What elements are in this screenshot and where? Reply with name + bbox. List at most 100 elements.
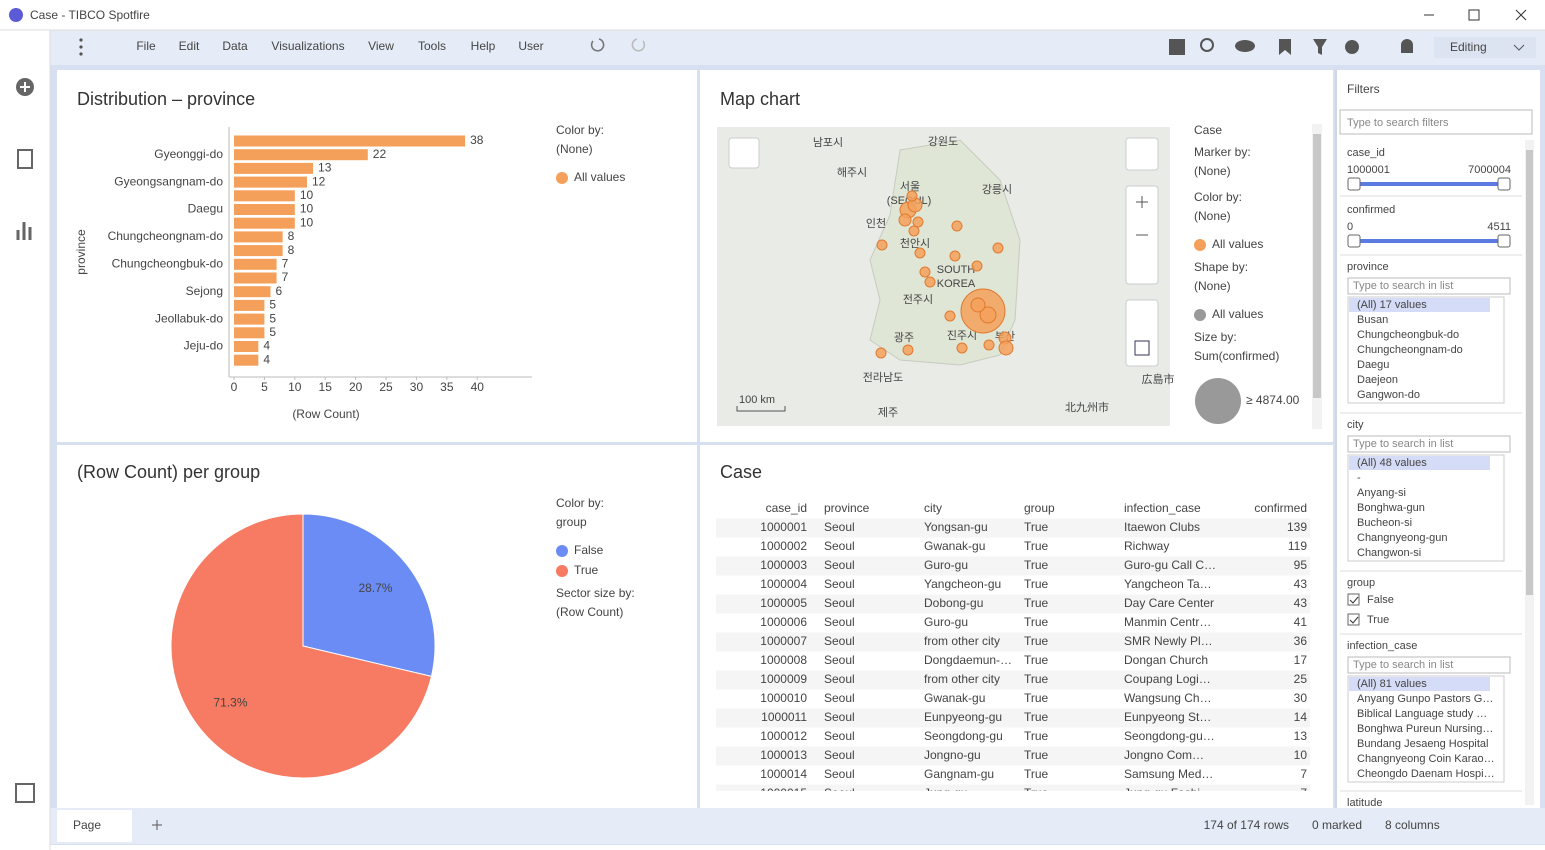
toolbar (50, 30, 1545, 65)
filter-name: case_id (1347, 147, 1385, 159)
range-handle[interactable] (1497, 234, 1511, 248)
list-item[interactable]: Bonghwa-gun (1357, 502, 1425, 514)
table-cell: 10 (1294, 748, 1308, 762)
list-item[interactable]: (All) 81 values (1357, 678, 1427, 690)
data-icon[interactable] (17, 149, 33, 169)
viz-icon[interactable] (16, 222, 32, 240)
checkbox[interactable] (1347, 613, 1360, 626)
filter-search[interactable] (1339, 109, 1533, 135)
scrollbar-thumb[interactable] (1313, 134, 1321, 398)
list-search[interactable] (1347, 656, 1511, 674)
layout-icon[interactable] (1169, 39, 1185, 55)
list-item[interactable]: Chungcheongnam-do (1357, 344, 1463, 356)
list-item[interactable]: Busan (1357, 314, 1388, 326)
search-icon[interactable] (1200, 38, 1214, 52)
list-item[interactable]: Changwon-si (1357, 547, 1421, 559)
menu-item: User (518, 39, 543, 53)
data-label: 4 (263, 339, 270, 353)
row-stripe (716, 746, 1310, 766)
map-marker (902, 344, 914, 356)
page-tab[interactable] (57, 810, 132, 842)
list-item[interactable]: Daegu (1357, 359, 1389, 371)
page-tab-label: Page (73, 818, 101, 832)
checkmark (1349, 616, 1359, 624)
status-rows: 174 of 174 rows (1204, 818, 1289, 832)
filters-scroll-thumb[interactable] (1526, 150, 1533, 595)
mode-dropdown[interactable] (1434, 37, 1536, 58)
bar (234, 272, 277, 284)
notifications-icon[interactable] (1401, 39, 1413, 53)
list-item[interactable]: Anyang Gunpo Pastors G… (1357, 693, 1493, 705)
map-tools[interactable] (1125, 299, 1159, 367)
list-item[interactable]: (All) 17 values (1357, 299, 1427, 311)
bookmark-icon[interactable] (1279, 39, 1291, 55)
list-item[interactable]: Cheongdo Daenam Hospi… (1357, 768, 1495, 780)
filter-name: province (1347, 261, 1389, 273)
list-item[interactable]: Bundang Jesaeng Hospital (1357, 738, 1488, 750)
flow-icon[interactable] (15, 783, 35, 803)
table-cell: 1000001 (760, 520, 807, 534)
table-cell: 17 (1294, 653, 1308, 667)
list-item[interactable]: Chungcheongbuk-do (1357, 329, 1459, 341)
redo-button[interactable] (631, 38, 646, 52)
table-cell: Guro-gu (924, 558, 968, 572)
list-item[interactable]: - (1357, 472, 1361, 484)
comments-icon[interactable] (1235, 40, 1255, 52)
table-cell: 7 (1300, 767, 1307, 781)
menu-dot[interactable] (79, 38, 83, 42)
table-cell: Guro-gu (924, 615, 968, 629)
add-page[interactable] (152, 820, 162, 830)
close-button[interactable] (1515, 9, 1527, 21)
table-cell: Jung-gu Fashi… (1124, 786, 1212, 800)
map-marker (876, 239, 888, 251)
range-handle[interactable] (1347, 234, 1361, 248)
legend-item: True (574, 563, 599, 577)
undo-button[interactable] (590, 38, 605, 52)
map-marker (875, 347, 887, 359)
filter-name: infection_case (1347, 640, 1417, 652)
table-cell: True (1024, 539, 1049, 553)
table-cell: True (1024, 786, 1049, 800)
list-item[interactable]: (All) 48 values (1357, 457, 1427, 469)
range-handle[interactable] (1347, 177, 1361, 191)
mode-label: Editing (1450, 40, 1487, 54)
data-label: 5 (269, 298, 276, 312)
map-layers-button[interactable] (728, 137, 760, 169)
filter-icon[interactable] (1313, 39, 1327, 55)
table-cell: 25 (1294, 672, 1308, 686)
map-scale-bar (736, 406, 786, 412)
maximize-button[interactable] (1468, 9, 1480, 21)
list-item[interactable]: Bucheon-si (1357, 517, 1412, 529)
settings-icon[interactable] (1345, 40, 1359, 54)
list-search[interactable] (1347, 277, 1511, 295)
x-tick-label: 0 (231, 380, 238, 394)
table-cell: True (1024, 748, 1049, 762)
list-search[interactable] (1347, 435, 1511, 453)
table-cell: 13 (1294, 729, 1308, 743)
table-cell: Seoul (824, 558, 855, 572)
list-item[interactable]: Biblical Language study … (1357, 708, 1487, 720)
table-cell: True (1024, 653, 1049, 667)
checkbox[interactable] (1347, 593, 1360, 606)
bar (234, 341, 259, 352)
list-item[interactable]: Daejeon (1357, 374, 1398, 386)
table-cell: Seoul (824, 729, 855, 743)
table-cell: Seongdong-gu (924, 729, 1003, 743)
data-label: 10 (300, 188, 314, 202)
list-box (1347, 675, 1505, 783)
list-item[interactable]: Changnyeong Coin Karao… (1357, 753, 1495, 765)
x-axis-label: (Row Count) (292, 407, 359, 421)
menu-item: File (136, 39, 156, 53)
select-tool[interactable] (1134, 340, 1150, 356)
list-item[interactable]: Changnyeong-gun (1357, 532, 1448, 544)
list-item[interactable]: Gangwon-do (1357, 389, 1420, 401)
y-tick-label: Jeollabuk-do (155, 311, 223, 325)
list-item[interactable]: Anyang-si (1357, 487, 1406, 499)
range-min: 0 (1347, 221, 1353, 233)
map-search-button[interactable] (1125, 137, 1159, 171)
range-handle[interactable] (1497, 177, 1511, 191)
x-tick-label: 20 (349, 380, 363, 394)
table-cell: Gwanak-gu (924, 539, 985, 553)
map-marker (944, 310, 956, 322)
list-item[interactable]: Bonghwa Pureun Nursing… (1357, 723, 1493, 735)
